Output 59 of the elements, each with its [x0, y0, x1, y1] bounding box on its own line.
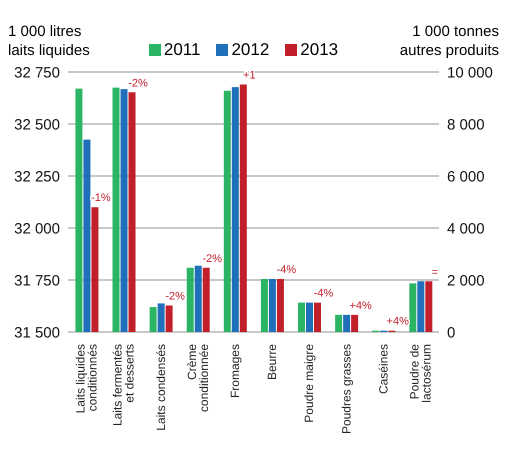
- bar: [150, 307, 157, 332]
- bar: [417, 281, 424, 332]
- bar: [343, 314, 350, 332]
- bar: [224, 90, 231, 332]
- y2-axis-title: 1 000 tonnes autres produits: [398, 22, 499, 60]
- y-tick-label: 32 750: [14, 64, 60, 82]
- bar: [409, 283, 416, 332]
- annotation: +4%: [349, 300, 372, 312]
- bar: [120, 89, 128, 332]
- bar: [314, 302, 322, 332]
- bar: [202, 268, 210, 332]
- y2-tick-label: 10 000: [447, 64, 493, 82]
- x-tick-label: Poudre maigre: [302, 344, 316, 423]
- bar: [335, 314, 342, 332]
- x-tick-label: Poudres grasses: [339, 344, 354, 434]
- annotation: -2%: [202, 252, 222, 265]
- y-tick-label: 32 500: [14, 116, 60, 134]
- annotation: =: [432, 266, 438, 278]
- bar: [240, 84, 247, 332]
- bar: [351, 314, 358, 332]
- y-axis-title: 1 000 litres laits liquides: [8, 22, 91, 60]
- annotation: -1%: [91, 192, 111, 204]
- x-tick-label: Beurre: [265, 344, 280, 380]
- y2-tick-label: 4 000: [447, 220, 485, 238]
- bar: [158, 303, 165, 332]
- x-tick-label: Fromages: [228, 344, 242, 398]
- x-tick-label: Laits condensés: [154, 344, 168, 431]
- bar: [298, 302, 306, 332]
- bar: [260, 278, 268, 332]
- bar: [128, 92, 136, 332]
- y-tick-label: 32 250: [14, 168, 60, 186]
- annotation: -4%: [314, 288, 334, 300]
- y-tick-label: 32 000: [14, 220, 60, 238]
- x-tick-label: Laits liquides conditionnés: [74, 344, 100, 414]
- bar: [166, 305, 173, 332]
- annotation: -2%: [128, 77, 148, 90]
- bar: [276, 278, 284, 332]
- bar: [194, 266, 202, 332]
- bar: [232, 87, 239, 332]
- annotation: +1: [243, 69, 256, 82]
- legend-label: 2012: [231, 40, 270, 60]
- y-tick-label: 31 750: [14, 272, 60, 290]
- bar: [425, 281, 432, 332]
- x-tick-label: Caséines: [376, 344, 390, 394]
- annotation: +4%: [386, 316, 410, 328]
- bar: [112, 88, 120, 332]
- annotation: -4%: [276, 264, 296, 276]
- annotation: -2%: [165, 290, 186, 302]
- bar: [186, 268, 194, 332]
- bar: [306, 302, 314, 332]
- legend-label: 2011: [164, 40, 200, 60]
- bar: [268, 278, 276, 332]
- y2-tick-label: 8 000: [447, 116, 485, 134]
- x-tick-label: Poudre de lactosérum: [407, 344, 434, 403]
- y2-tick-label: 0: [447, 324, 456, 342]
- legend-label: 2013: [300, 40, 338, 60]
- y2-tick-label: 2 000: [447, 272, 485, 290]
- y2-tick-label: 6 000: [447, 168, 485, 186]
- y-tick-label: 31 500: [14, 324, 60, 342]
